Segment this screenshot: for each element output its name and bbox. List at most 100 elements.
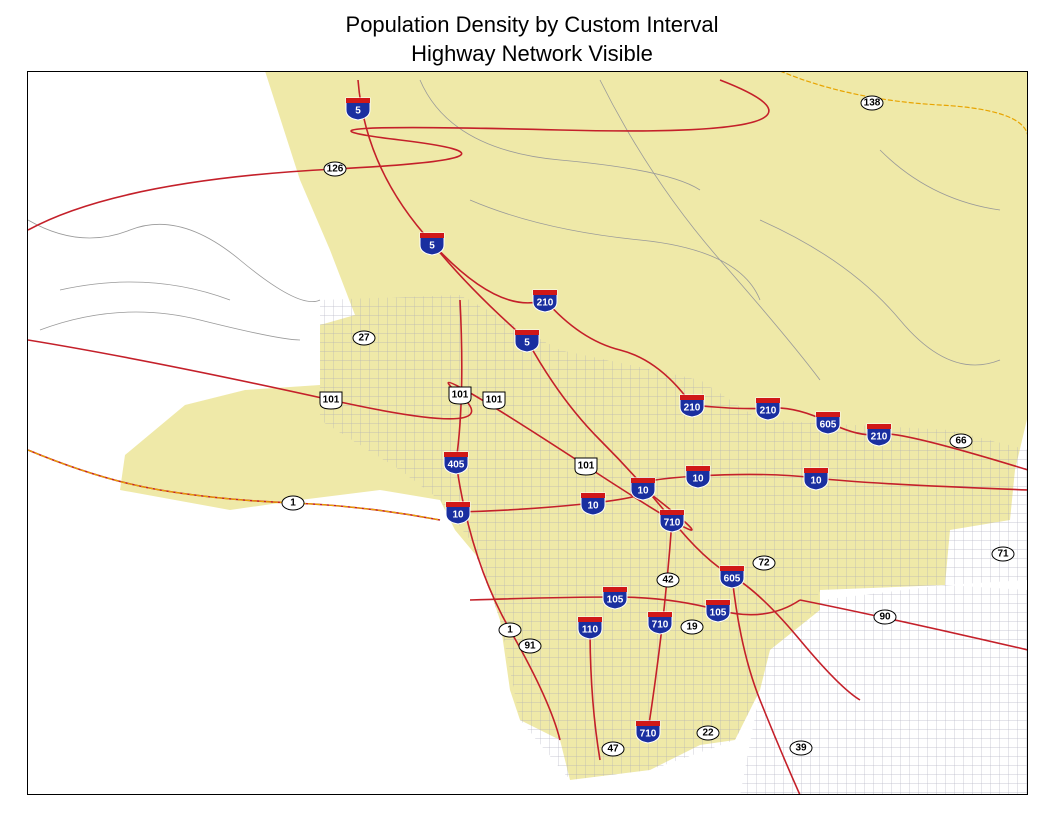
shield-top [636,721,660,726]
street-grid [320,295,1027,780]
shield-body [345,97,371,121]
shield-label: 710 [640,729,657,740]
shield-top [346,98,370,103]
shield-body [482,391,506,410]
shield-body [680,619,704,635]
shield-top [420,233,444,238]
shield-top [446,502,470,507]
shield-label: 71 [997,549,1009,560]
us-route-shield: 101 [319,391,343,410]
shield-body [696,725,720,741]
shield-label: 710 [664,518,681,529]
shield-body [319,391,343,410]
interstate-shield: 10 [445,501,471,525]
shield-label: 10 [587,501,599,512]
shield-body [518,638,542,654]
interstate-shield: 605 [815,411,841,435]
interstate-shield: 10 [630,477,656,501]
shield-top [603,587,627,592]
shield-top [756,398,780,403]
shield-body [949,433,973,449]
shield-body [656,572,680,588]
interstate-shield: 210 [755,397,781,421]
shield-label: 39 [795,743,807,754]
shield-label: 210 [871,432,888,443]
shield-label: 138 [864,98,881,109]
street-grid-east [740,585,1027,794]
shields: 5 5 210 5 210 210 605 210 405 10 10 10 10 10 710 605 105… [281,95,1015,757]
shield-label: 110 [582,625,599,636]
shield-top [816,412,840,417]
state-route-shield: 66 [949,433,973,449]
interstate-shield: 710 [647,611,673,635]
shield-label: 27 [358,333,370,344]
shield-label: 105 [607,595,624,606]
shield-label: 10 [637,486,649,497]
shield-label: 5 [355,106,361,117]
shield-body [601,741,625,757]
shield-label: 101 [323,395,340,406]
shield-top [444,452,468,457]
shield-top [660,510,684,515]
shield-label: 10 [810,476,822,487]
interstate-shield: 10 [803,467,829,491]
shield-label: 42 [662,575,674,586]
us-route-shield: 101 [574,457,598,476]
state-route-shield: 39 [789,740,813,756]
state-route-shield: 138 [860,95,884,111]
shield-top [533,290,557,295]
shield-label: 101 [578,461,595,472]
shield-top [581,493,605,498]
shield-label: 105 [710,608,727,619]
interstate-shield: 210 [532,289,558,313]
shield-body [659,509,685,533]
interstate-shield: 105 [705,599,731,623]
shield-top [515,330,539,335]
shield-label: 91 [524,641,536,652]
shield-body [815,411,841,435]
shield-body [789,740,813,756]
shield-label: 605 [820,420,837,431]
shield-body [514,329,540,353]
local-roads [28,79,1001,381]
shield-label: 47 [607,744,619,755]
us-route-shield: 101 [482,391,506,410]
state-route-shield: 90 [873,609,897,625]
interstate-shield: 710 [659,509,685,533]
state-route-shield: 126 [323,161,347,177]
interstate-shield: 210 [679,394,705,418]
shield-body [445,501,471,525]
state-route-shield: 1 [281,495,305,511]
shield-body [685,465,711,489]
shield-body [498,622,522,638]
shield-top [706,600,730,605]
shield-top [720,566,744,571]
shield-label: 405 [448,460,465,471]
shield-label: 710 [652,620,669,631]
interstate-shield: 105 [602,586,628,610]
coastline-highway [28,72,1027,521]
shield-top [686,466,710,471]
state-route-shield: 42 [656,572,680,588]
interstate-shield: 110 [577,616,603,640]
shield-label: 5 [524,338,530,349]
shield-label: 66 [955,436,967,447]
shield-body [873,609,897,625]
shield-body [635,720,661,744]
state-route-shield: 47 [601,741,625,757]
interstate-shield: 710 [635,720,661,744]
shield-label: 22 [702,728,714,739]
shield-body [323,161,347,177]
shield-body [752,555,776,571]
state-route-shield: 91 [518,638,542,654]
shield-body [630,477,656,501]
shield-top [680,395,704,400]
interstate-shield: 405 [443,451,469,475]
state-route-shield: 72 [752,555,776,571]
shield-body [577,616,603,640]
shield-top [867,424,891,429]
shield-label: 1 [507,625,513,636]
shield-body [352,330,376,346]
